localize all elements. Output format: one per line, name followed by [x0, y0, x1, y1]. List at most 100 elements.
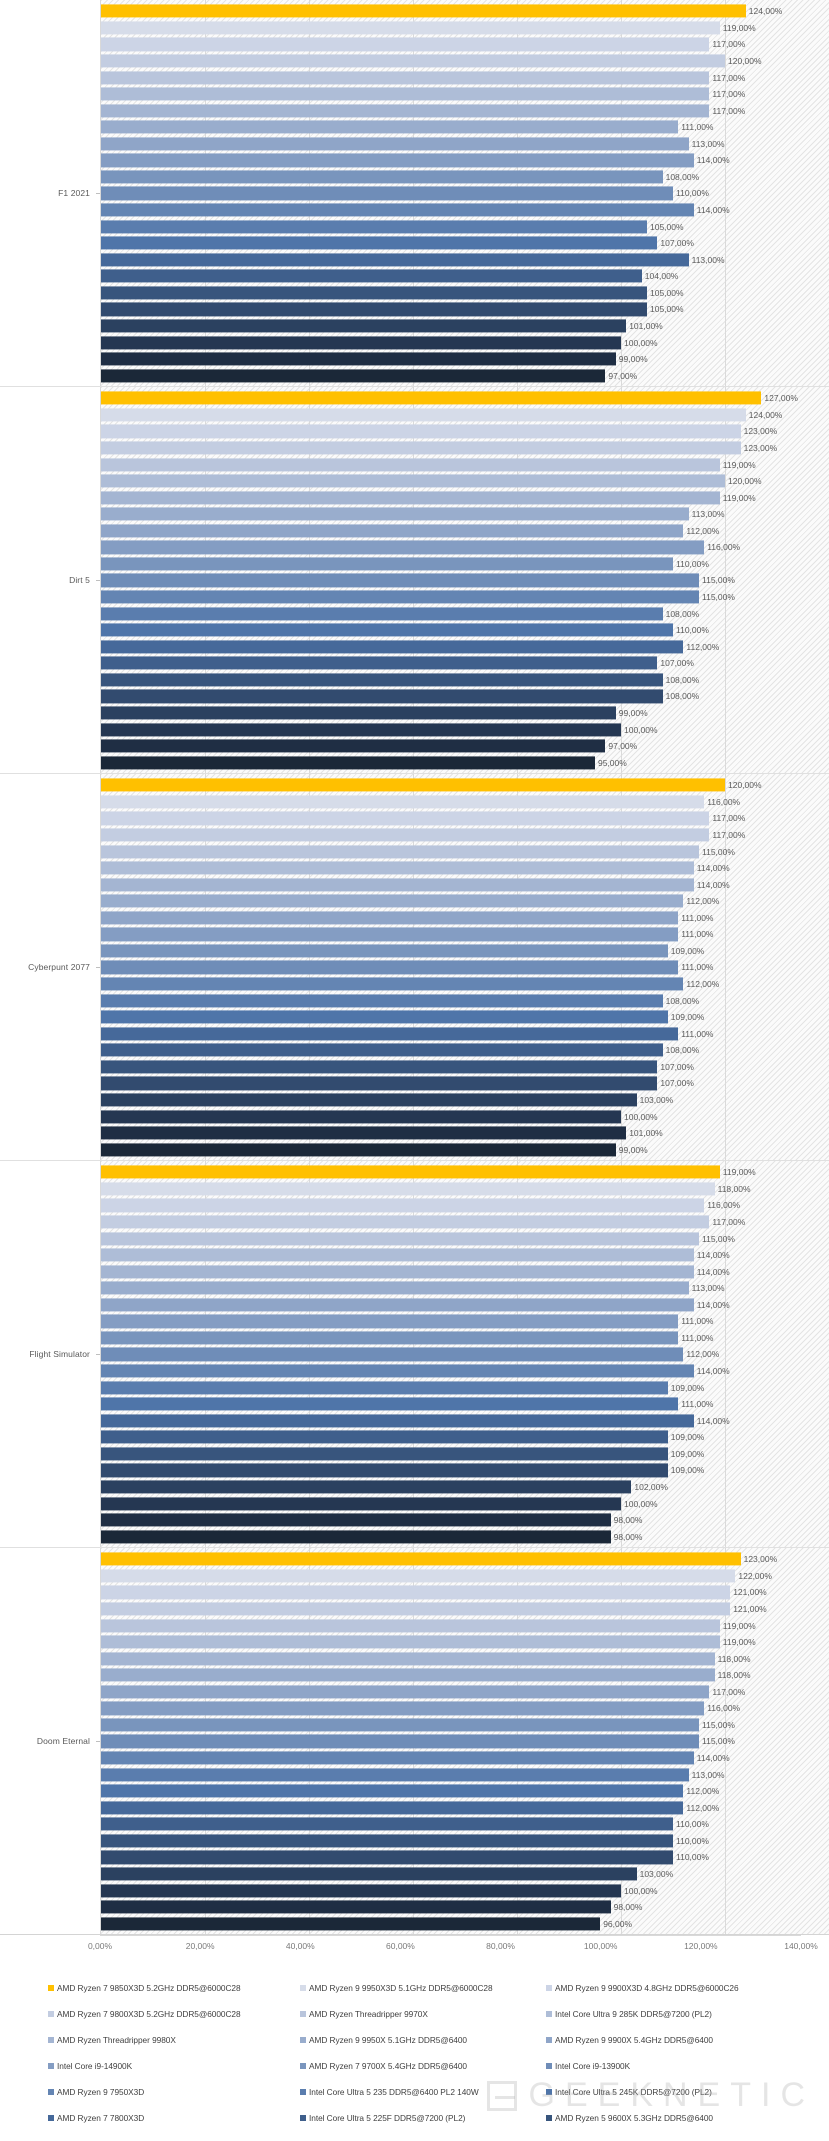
bar-row[interactable]: 107,00% — [101, 235, 829, 252]
bar-row[interactable]: 110,00% — [101, 1849, 829, 1866]
bar-row[interactable]: 110,00% — [101, 622, 829, 639]
bar[interactable] — [101, 1668, 715, 1682]
bar-row[interactable]: 100,00% — [101, 1108, 829, 1125]
bar[interactable] — [101, 1751, 694, 1765]
bar[interactable] — [101, 1060, 658, 1074]
legend-item[interactable]: AMD Ryzen Threadripper 9980X — [48, 2035, 300, 2045]
bar[interactable] — [101, 1768, 689, 1782]
legend-item[interactable]: AMD Ryzen 9 9950X 5.1GHz DDR5@6400 — [300, 2035, 546, 2045]
bar[interactable] — [101, 1430, 668, 1444]
bar-row[interactable]: 119,00% — [101, 1164, 829, 1181]
bar[interactable] — [101, 1076, 658, 1090]
bar[interactable] — [101, 269, 642, 283]
bar-row[interactable]: 117,00% — [101, 36, 829, 53]
bar[interactable] — [101, 1834, 673, 1848]
bar-row[interactable]: 111,00% — [101, 959, 829, 976]
bar[interactable] — [101, 253, 689, 267]
bar[interactable] — [101, 1447, 668, 1461]
bar-row[interactable]: 109,00% — [101, 1462, 829, 1479]
bar-row[interactable]: 101,00% — [101, 318, 829, 335]
legend-item[interactable]: AMD Ryzen 7 7800X3D — [48, 2113, 300, 2123]
bar-row[interactable]: 105,00% — [101, 285, 829, 302]
bar[interactable] — [101, 795, 705, 809]
bar-row[interactable]: 98,00% — [101, 1512, 829, 1529]
bar-row[interactable]: 113,00% — [101, 1280, 829, 1297]
legend-item[interactable]: AMD Ryzen 9 9900X 5.4GHz DDR5@6400 — [546, 2035, 806, 2045]
bar-row[interactable]: 118,00% — [101, 1650, 829, 1667]
bar[interactable] — [101, 1248, 694, 1262]
bar[interactable] — [101, 1496, 621, 1511]
bar[interactable] — [101, 457, 720, 472]
bar-row[interactable]: 115,00% — [101, 572, 829, 589]
bar[interactable] — [101, 1093, 637, 1107]
bar-row[interactable]: 117,00% — [101, 86, 829, 103]
bar[interactable] — [101, 302, 647, 316]
bar[interactable] — [101, 1231, 699, 1246]
bar-row[interactable]: 116,00% — [101, 539, 829, 556]
bar-row[interactable]: 108,00% — [101, 688, 829, 705]
bar-row[interactable]: 127,00% — [101, 390, 829, 407]
bar[interactable] — [101, 1331, 679, 1345]
bar-row[interactable]: 116,00% — [101, 794, 829, 811]
bar[interactable] — [101, 1182, 715, 1196]
bar-row[interactable]: 102,00% — [101, 1479, 829, 1496]
bar-row[interactable]: 114,00% — [101, 1750, 829, 1767]
bar[interactable] — [101, 1109, 621, 1124]
bar-row[interactable]: 111,00% — [101, 1396, 829, 1413]
bar[interactable] — [101, 756, 595, 770]
bar[interactable] — [101, 1734, 699, 1749]
bar[interactable] — [101, 590, 699, 604]
bar[interactable] — [101, 491, 720, 505]
bar-row[interactable]: 111,00% — [101, 119, 829, 136]
bar-row[interactable]: 124,00% — [101, 407, 829, 424]
bar[interactable] — [101, 37, 710, 51]
legend-item[interactable]: Intel Core Ultra 5 225F DDR5@7200 (PL2) — [300, 2113, 546, 2123]
bar[interactable] — [101, 424, 741, 438]
bar-row[interactable]: 120,00% — [101, 53, 829, 70]
legend-item[interactable]: AMD Ryzen 7 9800X3D 5.2GHz DDR5@6000C28 — [48, 2009, 300, 2019]
bar-row[interactable]: 119,00% — [101, 1634, 829, 1651]
bar[interactable] — [101, 524, 684, 538]
bar[interactable] — [101, 1701, 705, 1715]
bar-row[interactable]: 107,00% — [101, 1059, 829, 1076]
bar-row[interactable]: 121,00% — [101, 1601, 829, 1618]
bar[interactable] — [101, 944, 668, 958]
bar-row[interactable]: 120,00% — [101, 777, 829, 794]
bar[interactable] — [101, 1298, 694, 1312]
bar[interactable] — [101, 1143, 616, 1157]
bar[interactable] — [101, 1685, 710, 1699]
bar-row[interactable]: 97,00% — [101, 367, 829, 384]
bar-row[interactable]: 123,00% — [101, 423, 829, 440]
bar-row[interactable]: 109,00% — [101, 1009, 829, 1026]
bar[interactable] — [101, 1900, 611, 1914]
bar-row[interactable]: 99,00% — [101, 705, 829, 722]
bar-row[interactable]: 118,00% — [101, 1667, 829, 1684]
bar-row[interactable]: 117,00% — [101, 1214, 829, 1231]
bar[interactable] — [101, 1552, 741, 1566]
bar[interactable] — [101, 844, 699, 859]
legend-item[interactable]: AMD Ryzen 7 7700X — [48, 2139, 300, 2141]
bar-row[interactable]: 107,00% — [101, 655, 829, 672]
bar[interactable] — [101, 1635, 720, 1649]
bar-row[interactable]: 114,00% — [101, 1412, 829, 1429]
bar[interactable] — [101, 70, 710, 85]
bar-row[interactable]: 112,00% — [101, 523, 829, 540]
bar[interactable] — [101, 1126, 627, 1140]
bar[interactable] — [101, 1585, 731, 1599]
bar[interactable] — [101, 408, 746, 422]
bar[interactable] — [101, 391, 762, 405]
bar[interactable] — [101, 811, 710, 825]
bar-row[interactable]: 99,00% — [101, 351, 829, 368]
bar[interactable] — [101, 1314, 679, 1328]
bar-row[interactable]: 110,00% — [101, 1816, 829, 1833]
bar[interactable] — [101, 21, 720, 35]
bar-row[interactable]: 110,00% — [101, 1833, 829, 1850]
bar[interactable] — [101, 557, 673, 571]
bar[interactable] — [101, 335, 621, 350]
bar-row[interactable]: 113,00% — [101, 251, 829, 268]
bar[interactable] — [101, 573, 699, 588]
bar-row[interactable]: 117,00% — [101, 102, 829, 119]
bar[interactable] — [101, 474, 725, 488]
bar[interactable] — [101, 960, 679, 975]
bar-row[interactable]: 98,00% — [101, 1899, 829, 1916]
